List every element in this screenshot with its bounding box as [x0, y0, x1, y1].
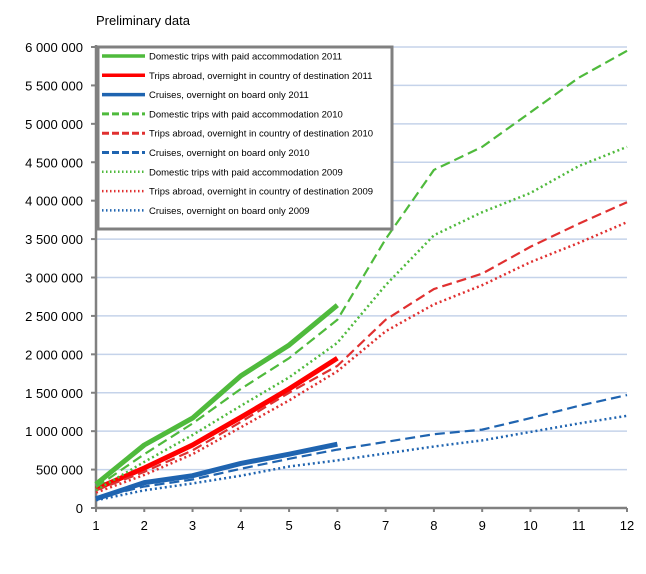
x-tick-label: 3: [189, 518, 196, 533]
x-tick-label: 10: [523, 518, 537, 533]
y-tick-label: 4 500 000: [25, 155, 83, 170]
x-tick-label: 4: [237, 518, 244, 533]
series-line-1: [96, 305, 337, 484]
y-tick-label: 0: [76, 501, 83, 516]
y-tick-label: 2 500 000: [25, 309, 83, 324]
y-tick-label: 4 000 000: [25, 194, 83, 209]
legend-label: Trips abroad, overnight in country of de…: [149, 187, 373, 198]
legend-label: Trips abroad, overnight in country of de…: [149, 71, 372, 82]
y-tick-label: 1 000 000: [25, 424, 83, 439]
x-tick-label: 11: [572, 518, 586, 533]
x-tick-label: 8: [430, 518, 437, 533]
x-tick-label: 9: [479, 518, 486, 533]
x-tick-label: 12: [620, 518, 634, 533]
y-tick-label: 1 500 000: [25, 386, 83, 401]
y-tick-label: 5 000 000: [25, 117, 83, 132]
x-tick-label: 7: [382, 518, 389, 533]
series-line-6: [96, 395, 627, 498]
legend-label: Trips abroad, overnight in country of de…: [149, 129, 373, 140]
x-tick-label: 5: [285, 518, 292, 533]
legend-label: Cruises, overnight on board only 2010: [149, 148, 310, 159]
legend-label: Cruises, overnight on board only 2011: [149, 90, 309, 101]
y-tick-label: 6 000 000: [25, 40, 83, 55]
y-tick-label: 3 500 000: [25, 232, 83, 247]
legend-label: Domestic trips with paid accommodation 2…: [149, 167, 343, 178]
series-line-5: [96, 202, 627, 490]
y-tick-label: 500 000: [36, 463, 83, 478]
y-tick-label: 3 000 000: [25, 271, 83, 286]
chart-title: Preliminary data: [96, 13, 191, 28]
x-tick-label: 6: [334, 518, 341, 533]
legend-label: Domestic trips with paid accommodation 2…: [149, 109, 343, 120]
legend-label: Domestic trips with paid accommodation 2…: [149, 52, 342, 63]
legend-label: Cruises, overnight on board only 2009: [149, 206, 310, 217]
x-tick-label: 1: [92, 518, 99, 533]
y-tick-label: 2 000 000: [25, 347, 83, 362]
y-tick-label: 5 500 000: [25, 78, 83, 93]
x-tick-label: 2: [141, 518, 148, 533]
